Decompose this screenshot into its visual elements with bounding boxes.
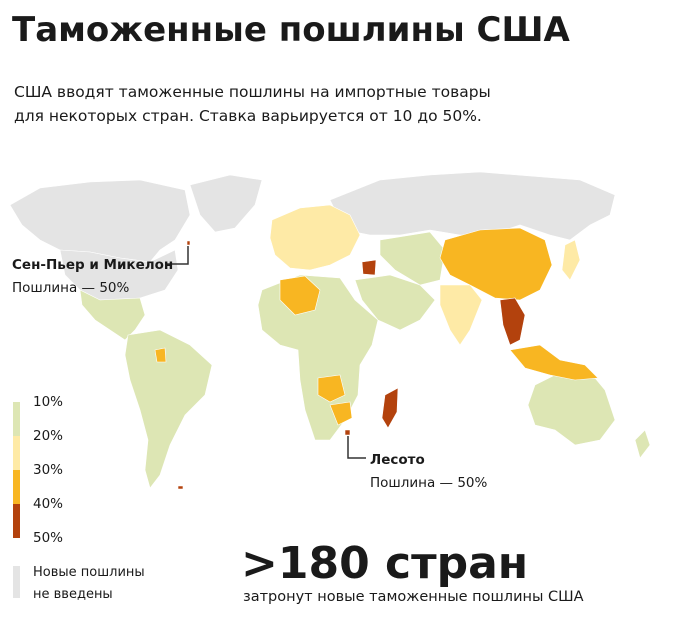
subtitle-line: для некоторых стран. Ставка варьируется …: [14, 107, 482, 125]
legend-swatch: [13, 470, 20, 504]
annotation-detail: Пошлина — 50%: [12, 280, 130, 296]
legend-label: 30%: [33, 462, 63, 478]
annotation-lesotho: Лесото Пошлина — 50%: [347, 436, 488, 491]
leader-line: [166, 246, 189, 265]
legend-swatch: [13, 402, 20, 436]
legend-none-label: Новые пошлины: [33, 565, 145, 580]
legend-label: 40%: [33, 496, 63, 512]
annotation-name: Сен-Пьер и Микелон: [12, 257, 173, 273]
legend-swatch-none: [13, 566, 20, 598]
legend: 10% 20% 30% 40% 50% Новые пошлины не введены: [13, 394, 145, 602]
stat-caption: затронут новые таможенные пошлины США: [243, 589, 584, 605]
stat-value: >180 стран: [241, 538, 528, 589]
annotation-saint-pierre: Сен-Пьер и Микелон Пошлина — 50%: [12, 246, 189, 296]
world-map: [9, 171, 651, 490]
subtitle-line: США вводят таможенные пошлины на импортн…: [14, 83, 491, 101]
legend-label: 10%: [33, 394, 63, 410]
legend-label: 20%: [33, 428, 63, 444]
title: Таможенные пошлины США: [12, 10, 571, 50]
leader-line: [347, 436, 366, 459]
legend-none-label: не введены: [33, 587, 113, 602]
legend-swatch: [13, 504, 20, 538]
annotation-name: Лесото: [370, 452, 425, 468]
legend-swatch: [13, 436, 20, 470]
legend-label: 50%: [33, 530, 63, 546]
annotation-detail: Пошлина — 50%: [370, 475, 488, 491]
